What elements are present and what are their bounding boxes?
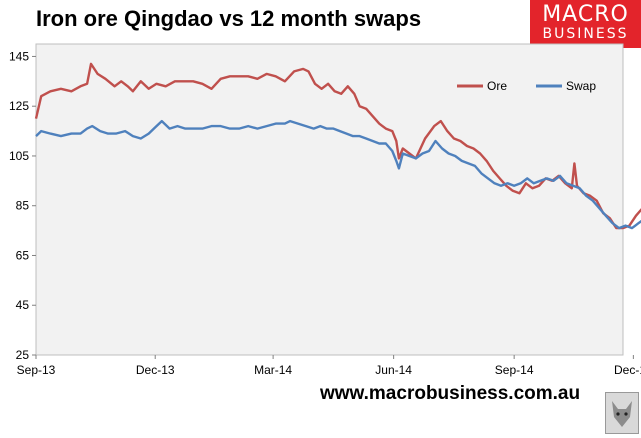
x-tick-label: Dec-14 (614, 363, 641, 377)
legend: Ore Swap (457, 79, 596, 93)
legend-label-ore: Ore (487, 79, 507, 93)
series-lines (34, 62, 641, 230)
y-tick-label: 25 (16, 348, 30, 362)
x-tick-label: Jun-14 (375, 363, 412, 377)
y-tick-label: 65 (16, 248, 30, 262)
y-tick-label: 105 (9, 149, 29, 163)
x-tick-label: Sep-14 (495, 363, 534, 377)
y-tick-label: 85 (16, 199, 30, 213)
axis-ticks: 25 45 65 85 105 125 145 Sep-13 Dec-13 Mar-14 Jun-1… (9, 49, 641, 377)
x-tick-label: Sep-13 (17, 363, 56, 377)
y-tick-label: 145 (9, 49, 29, 63)
footer-url: www.macrobusiness.com.au (320, 383, 581, 404)
logo-line-1: MACRO (542, 2, 629, 27)
chart-title: Iron ore Qingdao vs 12 month swaps (36, 6, 422, 31)
logo-line-2: BUSINESS (542, 26, 629, 42)
series-line-swap (35, 119, 641, 230)
x-tick-label: Dec-13 (136, 363, 175, 377)
series-line-ore (34, 62, 641, 230)
plot-area (35, 43, 624, 356)
legend-label-swap: Swap (566, 79, 596, 93)
brand-logo: MACRO BUSINESS (530, 0, 641, 48)
y-tick-label: 125 (9, 99, 29, 113)
y-tick-label: 45 (16, 298, 30, 312)
fox-mascot-icon (605, 392, 639, 434)
x-tick-label: Mar-14 (254, 363, 292, 377)
